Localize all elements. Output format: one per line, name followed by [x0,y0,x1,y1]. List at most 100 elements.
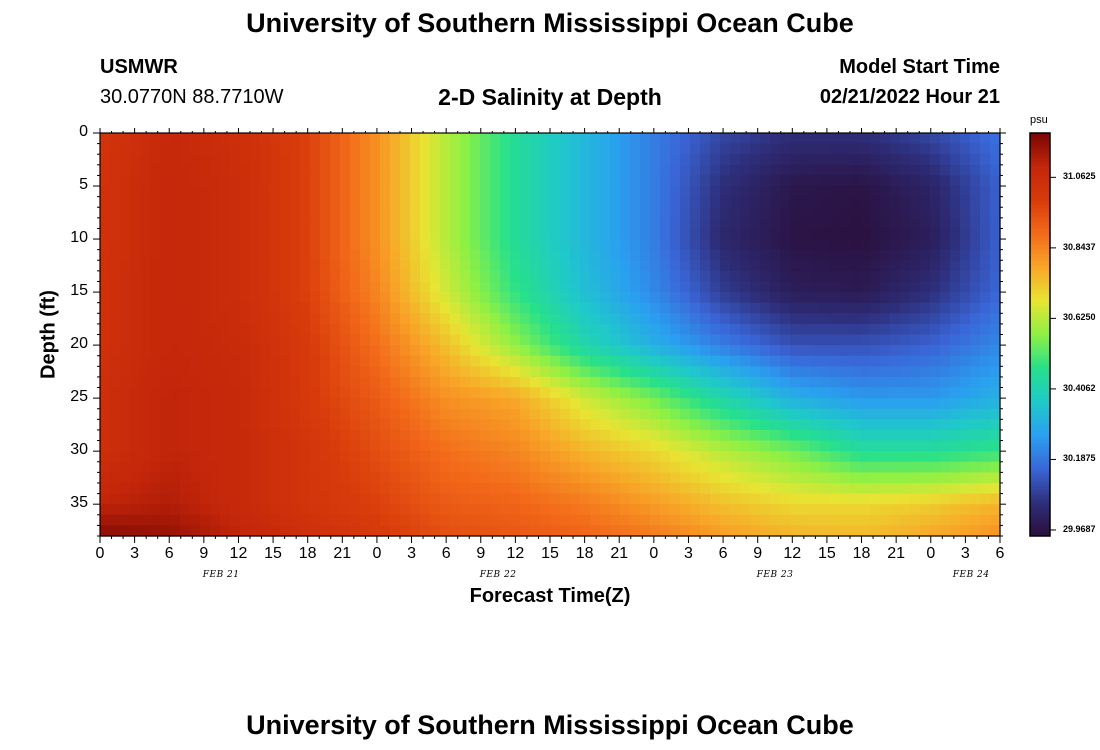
heatmap-cell [910,313,921,325]
heatmap-cell [910,164,921,177]
heatmap-cell [360,281,371,293]
heatmap-cell [220,260,231,272]
heatmap-cell [190,217,201,230]
heatmap-cell [990,387,1001,399]
heatmap-cell [680,355,691,367]
heatmap-cell [980,398,991,410]
heatmap-cell [210,217,221,230]
heatmap-cell [660,228,671,240]
heatmap-cell [110,461,121,473]
heatmap-cell [180,133,191,145]
heatmap-cell [580,504,591,516]
heatmap-cell [270,143,281,155]
heatmap-cell [740,154,751,166]
heatmap-cell [950,525,961,537]
heatmap-cell [280,355,291,367]
heatmap-cell [140,196,151,208]
heatmap-cell [600,419,611,431]
heatmap-cell [270,482,281,495]
heatmap-cell [640,440,651,452]
heatmap-cell [920,217,931,230]
heatmap-cell [160,143,171,155]
heatmap-cell [780,366,791,378]
heatmap-cell [820,249,831,261]
colorbar-tick-label: 30.4062 [1063,382,1096,393]
heatmap-cell [690,387,701,399]
heatmap-cell [950,196,961,208]
heatmap-cell [690,493,701,505]
heatmap-cell [200,281,211,293]
heatmap-cell [770,260,781,272]
heatmap-cell [340,429,351,442]
heatmap-cell [700,154,711,166]
heatmap-cell [320,514,331,526]
heatmap-cell [920,323,931,336]
heatmap-cell [280,249,291,261]
heatmap-cell [340,504,351,516]
heatmap-cell [170,429,181,442]
heatmap-cell [810,525,821,537]
heatmap-cell [660,164,671,177]
heatmap-cell [200,525,211,537]
heatmap-cell [970,196,981,208]
heatmap-cell [600,472,611,484]
heatmap-cell [380,143,391,155]
heatmap-cell [350,355,361,367]
heatmap-cell [460,292,471,304]
heatmap-cell [260,260,271,272]
heatmap-cell [730,313,741,325]
heatmap-cell [540,376,551,389]
heatmap-cell [280,387,291,399]
heatmap-cell [930,334,941,346]
heatmap-cell [370,345,381,357]
heatmap-cell [280,429,291,442]
heatmap-cell [680,451,691,463]
heatmap-cell [460,429,471,442]
heatmap-cell [250,366,261,378]
heatmap-cell [500,419,511,431]
heatmap-cell [750,451,761,463]
heatmap-cell [870,196,881,208]
heatmap-cell [500,302,511,314]
heatmap-cell [570,217,581,230]
heatmap-cell [810,302,821,314]
heatmap-cell [710,239,721,251]
heatmap-cell [140,525,151,537]
heatmap-cell [940,302,951,314]
heatmap-cell [400,355,411,367]
heatmap-cell [830,334,841,346]
heatmap-cell [750,408,761,420]
heatmap-cell [780,239,791,251]
heatmap-cell [850,133,861,145]
heatmap-cell [380,270,391,283]
heatmap-cell [450,249,461,261]
heatmap-cell [960,217,971,230]
heatmap-cell [490,345,501,357]
heatmap-cell [180,493,191,505]
heatmap-cell [510,408,521,420]
heatmap-cell [190,133,201,145]
heatmap-cell [160,429,171,442]
heatmap-cell [450,387,461,399]
heatmap-cell [740,366,751,378]
heatmap-cell [730,398,741,410]
heatmap-cell [390,228,401,240]
heatmap-cell [170,186,181,198]
heatmap-cell [500,207,511,219]
heatmap-cell [410,376,421,389]
heatmap-cell [540,270,551,283]
heatmap-cell [370,451,381,463]
heatmap-cell [990,196,1001,208]
heatmap-cell [270,504,281,516]
heatmap-cell [950,313,961,325]
heatmap-cell [250,482,261,495]
heatmap-cell [970,440,981,452]
heatmap-cell [920,196,931,208]
heatmap-cell [200,239,211,251]
heatmap-cell [310,440,321,452]
heatmap-cell [720,472,731,484]
heatmap-cell [210,133,221,145]
heatmap-cell [250,270,261,283]
heatmap-cell [710,355,721,367]
heatmap-cell [790,239,801,251]
